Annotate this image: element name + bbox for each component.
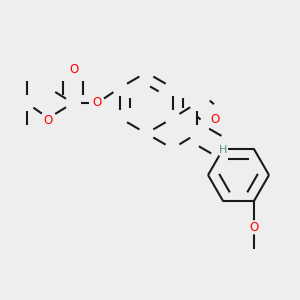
Text: O: O — [44, 113, 53, 127]
Text: O: O — [93, 96, 102, 109]
Text: H: H — [219, 145, 227, 155]
Text: O: O — [211, 113, 220, 126]
Text: O: O — [69, 63, 78, 76]
Text: O: O — [249, 221, 258, 234]
